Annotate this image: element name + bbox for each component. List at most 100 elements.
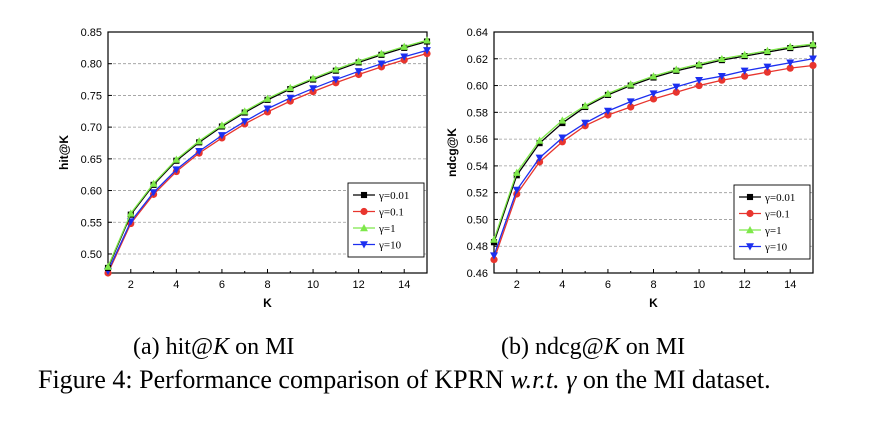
data-point [240, 118, 249, 126]
data-point [512, 168, 521, 176]
subcaption-a-suffix: on MI [229, 334, 295, 360]
data-point [740, 50, 749, 59]
data-point [672, 65, 681, 73]
y-tick-label: 0.70 [81, 122, 102, 134]
data-point [217, 121, 226, 129]
y-tick-label: 0.75 [81, 90, 102, 102]
data-point [149, 179, 158, 187]
series-2 [104, 36, 431, 270]
data-point [763, 46, 772, 54]
x-tick-label: 14 [398, 279, 410, 291]
data-point [354, 68, 363, 76]
subcaption-a-var: K [213, 334, 230, 360]
x-tick-label: 12 [739, 279, 751, 291]
y-tick-label: 0.52 [467, 188, 488, 200]
legend-label: γ=0.01 [378, 190, 409, 202]
data-point [604, 111, 612, 119]
figure-caption: Figure 4: Performance comparison of KPRN… [38, 364, 858, 395]
legend-label: γ=1 [764, 225, 782, 237]
x-tick-label: 2 [128, 279, 134, 291]
subcaption-a: (a) hit@K on MI [133, 334, 294, 361]
caption-prefix: Figure 4: Performance comparison of KPRN [38, 365, 511, 394]
data-point [263, 105, 272, 113]
legend-label: γ=1 [378, 223, 396, 235]
data-point [377, 60, 386, 68]
data-point [217, 132, 226, 140]
data-point [603, 89, 612, 97]
plot-frame [107, 31, 428, 274]
x-tick-label: 4 [173, 279, 179, 291]
y-tick-label: 0.80 [81, 59, 102, 71]
subcaption-b-prefix: (b) ndcg@ [501, 334, 604, 360]
data-point [695, 60, 704, 68]
y-tick-label: 0.62 [467, 54, 488, 66]
subcaption-b-suffix: on MI [619, 334, 686, 360]
legend-marker [746, 209, 754, 218]
series-3 [104, 47, 431, 276]
data-point [195, 137, 204, 145]
data-point [740, 67, 749, 75]
x-tick-label: 8 [650, 279, 656, 291]
data-point [649, 72, 658, 80]
y-axis-label: ndcg@K [445, 128, 459, 177]
x-tick-label: 14 [784, 279, 796, 291]
y-tick-label: 0.60 [81, 186, 102, 198]
y-tick-label: 0.85 [81, 27, 102, 39]
legend-marker [746, 226, 754, 234]
y-tick-label: 0.54 [467, 161, 488, 173]
data-point [626, 98, 635, 106]
x-tick-label: 10 [307, 279, 319, 291]
legend-label: γ=0.01 [764, 192, 795, 204]
data-point [490, 256, 498, 264]
subcaption-a-prefix: (a) hit@ [133, 334, 214, 360]
y-tick-label: 0.58 [467, 107, 488, 119]
legend: γ=0.01 γ=0.1 γ=1 γ=10 [733, 184, 811, 260]
y-tick-label: 0.48 [467, 241, 488, 253]
data-point [695, 81, 703, 90]
data-point [809, 61, 817, 70]
x-tick-label: 6 [605, 279, 611, 291]
data-point [195, 147, 204, 156]
data-point [581, 101, 590, 109]
chart-hit-at-k: 0.50 0.55 0.60 0.65 0.70 0.75 0.80 0.85 2 4 6 8 10 12… [57, 27, 431, 310]
subcaption-b-var: K [603, 334, 620, 360]
data-point [331, 76, 340, 84]
legend-marker [360, 191, 368, 199]
y-axis-label: hit@K [57, 135, 71, 170]
data-point [126, 209, 135, 217]
caption-gamma: γ [559, 365, 577, 394]
y-tick-label: 0.50 [81, 249, 102, 261]
data-point [786, 64, 794, 72]
plot-frame [493, 31, 814, 274]
x-tick-label: 10 [693, 279, 705, 291]
legend-marker [746, 193, 754, 201]
data-point [672, 83, 681, 91]
y-tick-label: 0.60 [467, 81, 488, 93]
data-point [535, 136, 544, 144]
legend: γ=0.01 γ=0.1 γ=1 γ=10 [347, 182, 425, 258]
x-tick-label: 2 [514, 279, 520, 291]
data-point [377, 49, 386, 57]
data-point [809, 40, 817, 48]
data-point [490, 252, 498, 260]
data-point [490, 235, 498, 243]
data-point [558, 134, 567, 142]
data-point [558, 116, 567, 124]
caption-wrt: w.r.t. [510, 365, 560, 394]
data-point [672, 88, 680, 96]
data-point [263, 94, 272, 102]
data-point [240, 107, 249, 115]
data-point [581, 119, 590, 128]
data-point [649, 95, 658, 103]
data-point [718, 76, 726, 84]
data-point [627, 103, 635, 111]
legend-label: γ=0.1 [764, 209, 790, 221]
data-point [423, 36, 431, 44]
data-point [786, 59, 795, 67]
series-2 [490, 40, 817, 243]
legend-label: γ=0.1 [378, 207, 404, 219]
data-point [626, 80, 635, 88]
x-tick-label: 4 [559, 279, 565, 291]
data-point [763, 63, 772, 71]
data-point [400, 42, 409, 50]
